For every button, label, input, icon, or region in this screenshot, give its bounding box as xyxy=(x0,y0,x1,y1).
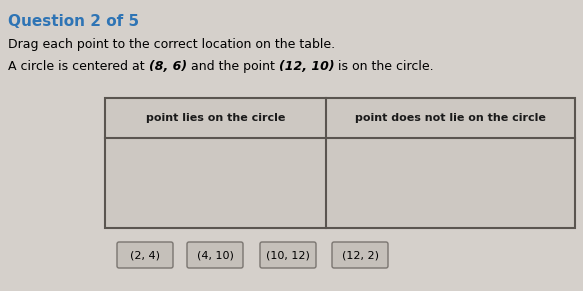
Bar xyxy=(105,98,326,138)
Text: (4, 10): (4, 10) xyxy=(196,250,233,260)
Text: A circle is centered at: A circle is centered at xyxy=(8,60,149,73)
Text: is on the circle.: is on the circle. xyxy=(334,60,434,73)
Text: (8, 6): (8, 6) xyxy=(149,60,187,73)
Bar xyxy=(105,98,575,228)
FancyBboxPatch shape xyxy=(260,242,316,268)
Bar xyxy=(105,138,326,228)
Bar xyxy=(326,138,575,228)
Text: and the point: and the point xyxy=(187,60,279,73)
FancyBboxPatch shape xyxy=(332,242,388,268)
Text: Question 2 of 5: Question 2 of 5 xyxy=(8,14,139,29)
Text: (12, 10): (12, 10) xyxy=(279,60,334,73)
Text: point lies on the circle: point lies on the circle xyxy=(146,113,285,123)
Text: (2, 4): (2, 4) xyxy=(130,250,160,260)
Text: (10, 12): (10, 12) xyxy=(266,250,310,260)
Text: point does not lie on the circle: point does not lie on the circle xyxy=(355,113,546,123)
Bar xyxy=(326,98,575,138)
Text: (12, 2): (12, 2) xyxy=(342,250,378,260)
Text: Drag each point to the correct location on the table.: Drag each point to the correct location … xyxy=(8,38,335,51)
FancyBboxPatch shape xyxy=(117,242,173,268)
FancyBboxPatch shape xyxy=(187,242,243,268)
